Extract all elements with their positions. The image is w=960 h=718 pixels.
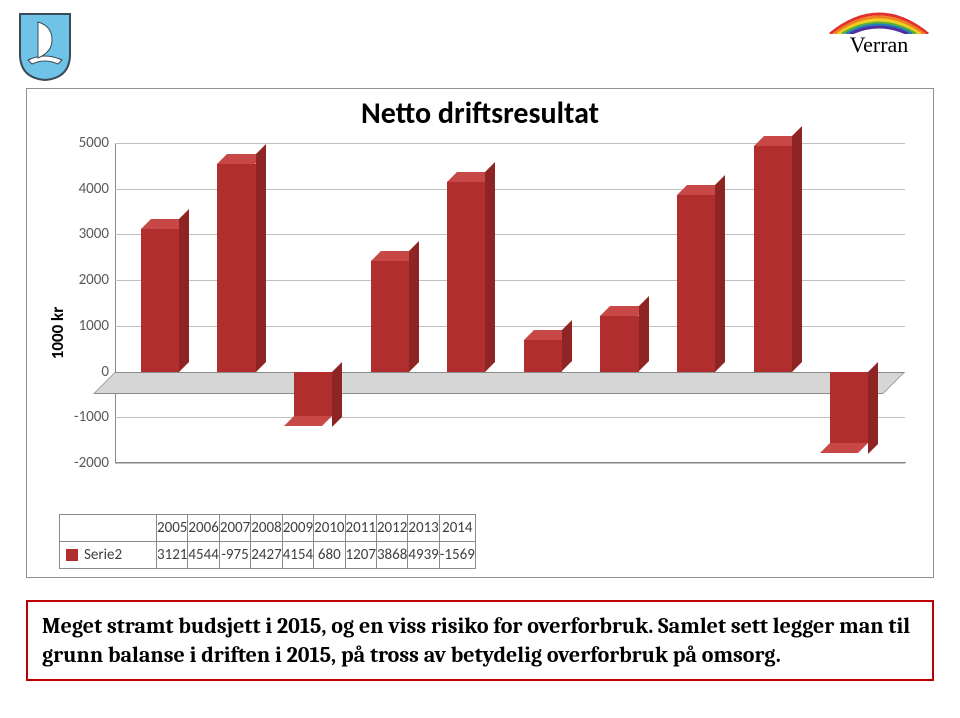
series-value: 680 (314, 542, 345, 569)
category-header: 2006 (188, 515, 219, 542)
category-header: 2009 (282, 515, 313, 542)
series-value: 2427 (251, 542, 282, 569)
series-value: 1207 (345, 542, 376, 569)
category-header: 2008 (251, 515, 282, 542)
series-value: -975 (219, 542, 250, 569)
verran-logo: Verran (824, 8, 934, 62)
bar (524, 340, 562, 371)
bar (371, 261, 409, 372)
category-header: 2005 (157, 515, 188, 542)
ytick-label: 3000 (55, 225, 115, 243)
ytick-label: 5000 (55, 134, 115, 152)
series-value: 4939 (408, 542, 439, 569)
series-value: 4154 (282, 542, 313, 569)
bar (294, 372, 332, 417)
ytick-label: 4000 (55, 180, 115, 198)
bar (754, 146, 792, 372)
series-value: -1569 (439, 542, 475, 569)
ytick-label: 2000 (55, 271, 115, 289)
ytick-label: 1000 (55, 317, 115, 335)
chart-container: Netto driftsresultat 1000 kr -2000-10000… (26, 88, 934, 578)
ytick-label: -2000 (55, 454, 115, 472)
ytick-label: 0 (55, 363, 115, 381)
bar (600, 316, 638, 371)
summary-text-box: Meget stramt budsjett i 2015, og en viss… (26, 600, 934, 681)
ytick-label: -1000 (55, 408, 115, 426)
category-header: 2007 (219, 515, 250, 542)
series-value: 4544 (188, 542, 219, 569)
series-label: Serie2 (60, 542, 157, 569)
category-header: 2011 (345, 515, 376, 542)
category-header: 2014 (439, 515, 475, 542)
bar (141, 229, 179, 372)
chart-title: Netto driftsresultat (27, 95, 933, 132)
series-value: 3868 (376, 542, 407, 569)
verran-logo-text: Verran (850, 32, 909, 58)
municipal-shield-logo (18, 12, 72, 82)
bar (677, 195, 715, 372)
chart-data-table: 2005200620072008200920102011201220132014… (59, 514, 476, 569)
category-header: 2010 (314, 515, 345, 542)
series-value: 3121 (157, 542, 188, 569)
category-header: 2012 (376, 515, 407, 542)
bar (447, 182, 485, 372)
category-header: 2013 (408, 515, 439, 542)
chart-plot-area: -2000-1000010002000300040005000 (115, 143, 905, 463)
bar (217, 164, 255, 372)
bar (830, 372, 868, 444)
